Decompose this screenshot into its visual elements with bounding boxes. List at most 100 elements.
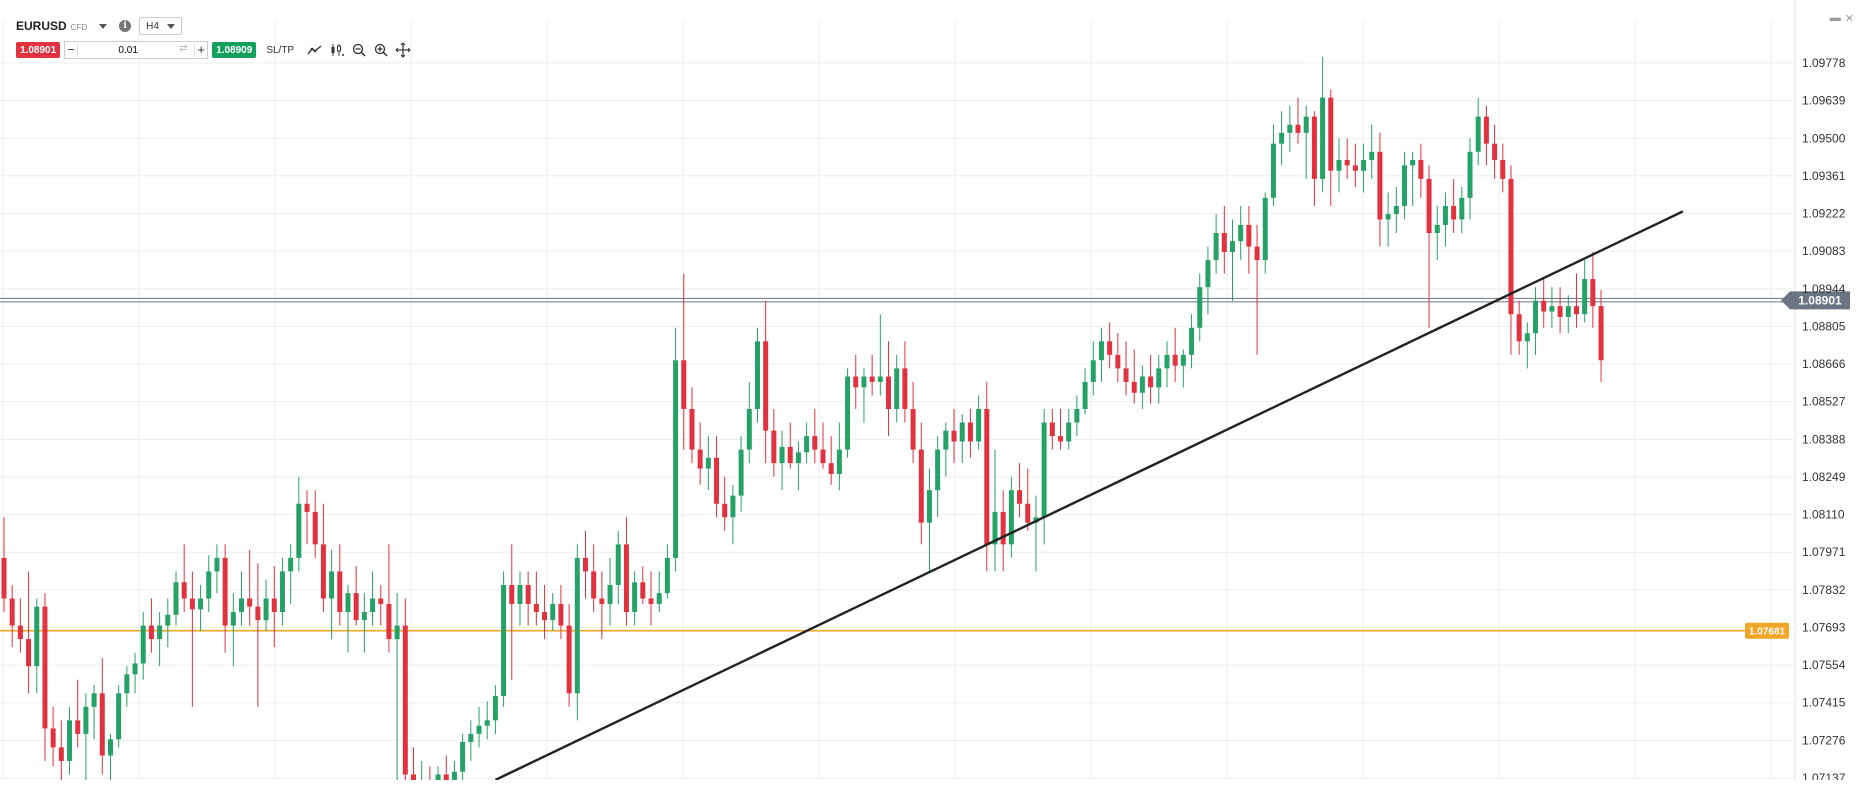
symbol-label[interactable]: EURUSD xyxy=(16,19,67,33)
candle xyxy=(640,566,646,604)
candle xyxy=(132,652,138,694)
y-tick-label: 1.08249 xyxy=(1802,470,1846,484)
candle xyxy=(845,368,851,458)
zoom-out-icon[interactable] xyxy=(348,42,370,58)
indicators-icon[interactable] xyxy=(326,42,348,58)
candle-body xyxy=(1352,165,1358,171)
candle xyxy=(812,408,818,464)
candle xyxy=(1123,341,1129,396)
candle xyxy=(1221,205,1227,274)
candle-body xyxy=(157,625,163,640)
candle-body xyxy=(779,446,785,464)
candle xyxy=(1549,287,1555,328)
candle-body xyxy=(435,774,441,785)
candle-body xyxy=(853,376,859,388)
candle xyxy=(951,408,957,464)
candle-body xyxy=(501,584,507,696)
candle-body xyxy=(1058,436,1064,442)
candle xyxy=(394,593,400,785)
candle xyxy=(1287,105,1293,152)
candle xyxy=(787,422,793,469)
candle-body xyxy=(75,720,81,734)
candle-body xyxy=(533,603,539,613)
candle xyxy=(337,544,343,626)
candle-body xyxy=(50,728,56,748)
candle-body xyxy=(1467,151,1473,198)
candle xyxy=(714,436,720,518)
decrease-quantity-button[interactable]: − xyxy=(67,42,75,57)
candle xyxy=(1557,287,1563,334)
candle xyxy=(1049,408,1055,450)
candle xyxy=(353,566,359,626)
info-icon[interactable]: i xyxy=(119,20,132,32)
candle-body xyxy=(1418,159,1424,179)
crosshair-icon[interactable] xyxy=(392,42,414,58)
increase-quantity-button[interactable]: + xyxy=(197,42,205,57)
candle xyxy=(304,490,310,545)
candle xyxy=(664,544,670,599)
candle-body xyxy=(1287,124,1293,133)
candle-body xyxy=(132,663,138,675)
candle-body xyxy=(484,720,490,726)
y-tick-label: 1.08388 xyxy=(1802,432,1846,446)
candle-body xyxy=(1549,306,1555,312)
quantity-input[interactable] xyxy=(77,43,196,57)
symbol-dropdown-icon[interactable] xyxy=(99,23,108,29)
candle xyxy=(746,381,752,464)
candle-body xyxy=(1459,197,1465,220)
candle-body xyxy=(116,693,122,740)
close-icon[interactable]: ✕ xyxy=(1844,13,1854,25)
candle-body xyxy=(861,376,867,388)
line-chart-icon[interactable] xyxy=(304,42,326,58)
candle-body xyxy=(1107,341,1113,355)
candle-body xyxy=(1320,97,1326,179)
candle-body xyxy=(230,612,236,626)
y-tick-label: 1.07971 xyxy=(1802,545,1846,559)
candle-body xyxy=(771,430,777,464)
candle xyxy=(607,557,613,626)
candle xyxy=(1336,138,1342,193)
candle xyxy=(1041,408,1047,545)
candle xyxy=(926,468,932,572)
candle-body xyxy=(918,449,924,523)
candle-body xyxy=(198,598,204,610)
sltp-button[interactable]: SL/TP xyxy=(266,44,295,56)
candle-body xyxy=(689,408,695,450)
candle-body xyxy=(1189,327,1195,355)
candle-body xyxy=(812,436,818,450)
candle-body xyxy=(394,625,400,640)
candle-body xyxy=(525,584,531,604)
candle-body xyxy=(1066,422,1072,442)
timeframe-select[interactable]: H4 xyxy=(139,17,182,35)
candle xyxy=(1033,495,1039,572)
candle-body xyxy=(845,376,851,450)
candle xyxy=(255,563,261,707)
candle xyxy=(296,476,302,572)
candle-body xyxy=(148,625,154,640)
candle xyxy=(820,422,826,469)
candle xyxy=(1098,327,1104,382)
candle-body xyxy=(664,557,670,594)
buy-button[interactable]: 1.08909 xyxy=(212,42,257,58)
candle xyxy=(1017,463,1023,518)
sell-button[interactable]: 1.08901 xyxy=(16,42,61,58)
y-tick-label: 1.08805 xyxy=(1802,319,1846,333)
candle-body xyxy=(894,368,900,409)
candle xyxy=(615,530,621,604)
minimize-icon[interactable]: ▬ xyxy=(1829,12,1841,24)
candle xyxy=(1279,111,1285,166)
y-tick-label: 1.07276 xyxy=(1802,733,1846,747)
candle-body xyxy=(1393,205,1399,215)
candle-body xyxy=(886,376,892,409)
candle-body xyxy=(255,606,261,621)
candle xyxy=(165,598,171,648)
candle-body xyxy=(877,376,883,382)
candle xyxy=(1164,341,1170,388)
candle xyxy=(976,395,982,450)
zoom-in-icon[interactable] xyxy=(370,42,392,58)
candle xyxy=(1492,124,1498,179)
candle xyxy=(17,598,23,653)
candle xyxy=(533,571,539,626)
